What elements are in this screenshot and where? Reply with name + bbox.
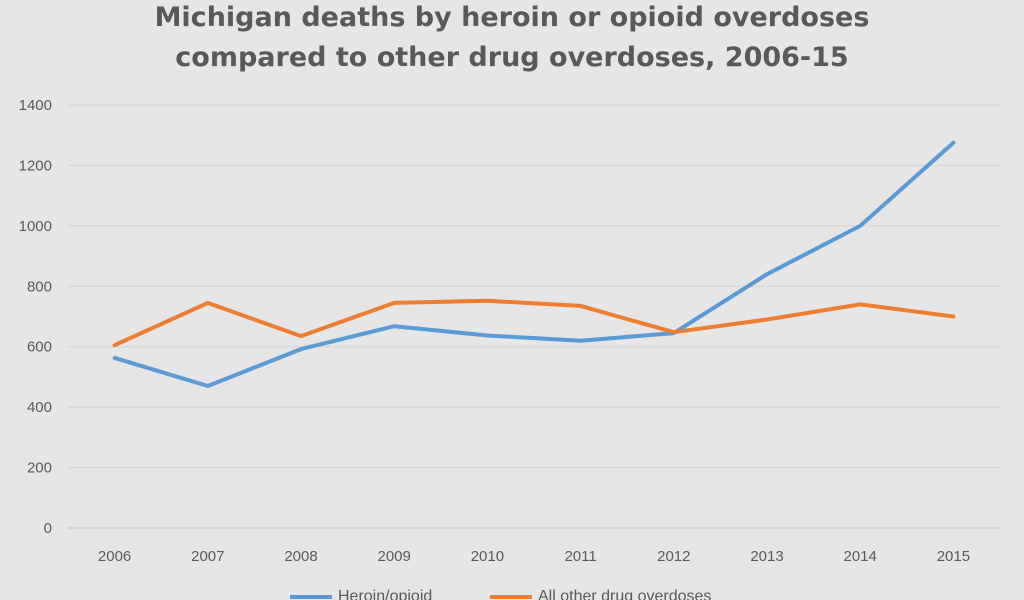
chart-title: Michigan deaths by heroin or opioid over… [155,2,870,73]
y-tick-label-0: 0 [44,520,52,537]
x-tick-label-2012: 2012 [657,548,690,565]
legend-label-heroin-opioid: Heroin/opioid [338,588,432,600]
x-tick-label-2010: 2010 [471,548,504,565]
x-tick-label-2013: 2013 [750,548,783,565]
x-tick-label-2009: 2009 [378,548,411,565]
chart-title-line-2: compared to other drug overdoses, 2006-1… [175,42,848,73]
x-tick-label-2014: 2014 [844,548,877,565]
series-line-all-other-drug-overdoses [112,298,956,348]
gridlines [68,104,1000,529]
series-lines [112,140,956,388]
x-tick-label-2006: 2006 [98,548,131,565]
y-tick-label-1200: 1200 [19,157,52,174]
y-tick-label-800: 800 [27,278,52,295]
y-tick-label-1400: 1400 [19,97,52,114]
x-tick-label-2011: 2011 [564,548,596,565]
y-tick-label-200: 200 [27,460,52,477]
x-tick-label-2015: 2015 [937,548,970,565]
legend-label-all-other-drug-overdoses: All other drug overdoses [538,588,711,600]
x-tick-label-2008: 2008 [284,548,317,565]
chart-title-line-1: Michigan deaths by heroin or opioid over… [155,2,870,33]
y-axis-tick-labels: 0 200 400 600 800 1000 1200 1400 [19,97,52,537]
x-tick-label-2007: 2007 [191,548,224,565]
legend: Heroin/opioid All other drug overdoses [290,588,711,600]
x-axis-tick-labels: 2006 2007 2008 2009 2010 2011 2012 2013 2014 2015 [98,548,970,565]
series-line-heroin-opioid [112,140,956,388]
y-tick-label-1000: 1000 [19,218,52,235]
y-tick-label-600: 600 [27,339,52,356]
y-tick-label-400: 400 [27,399,52,416]
